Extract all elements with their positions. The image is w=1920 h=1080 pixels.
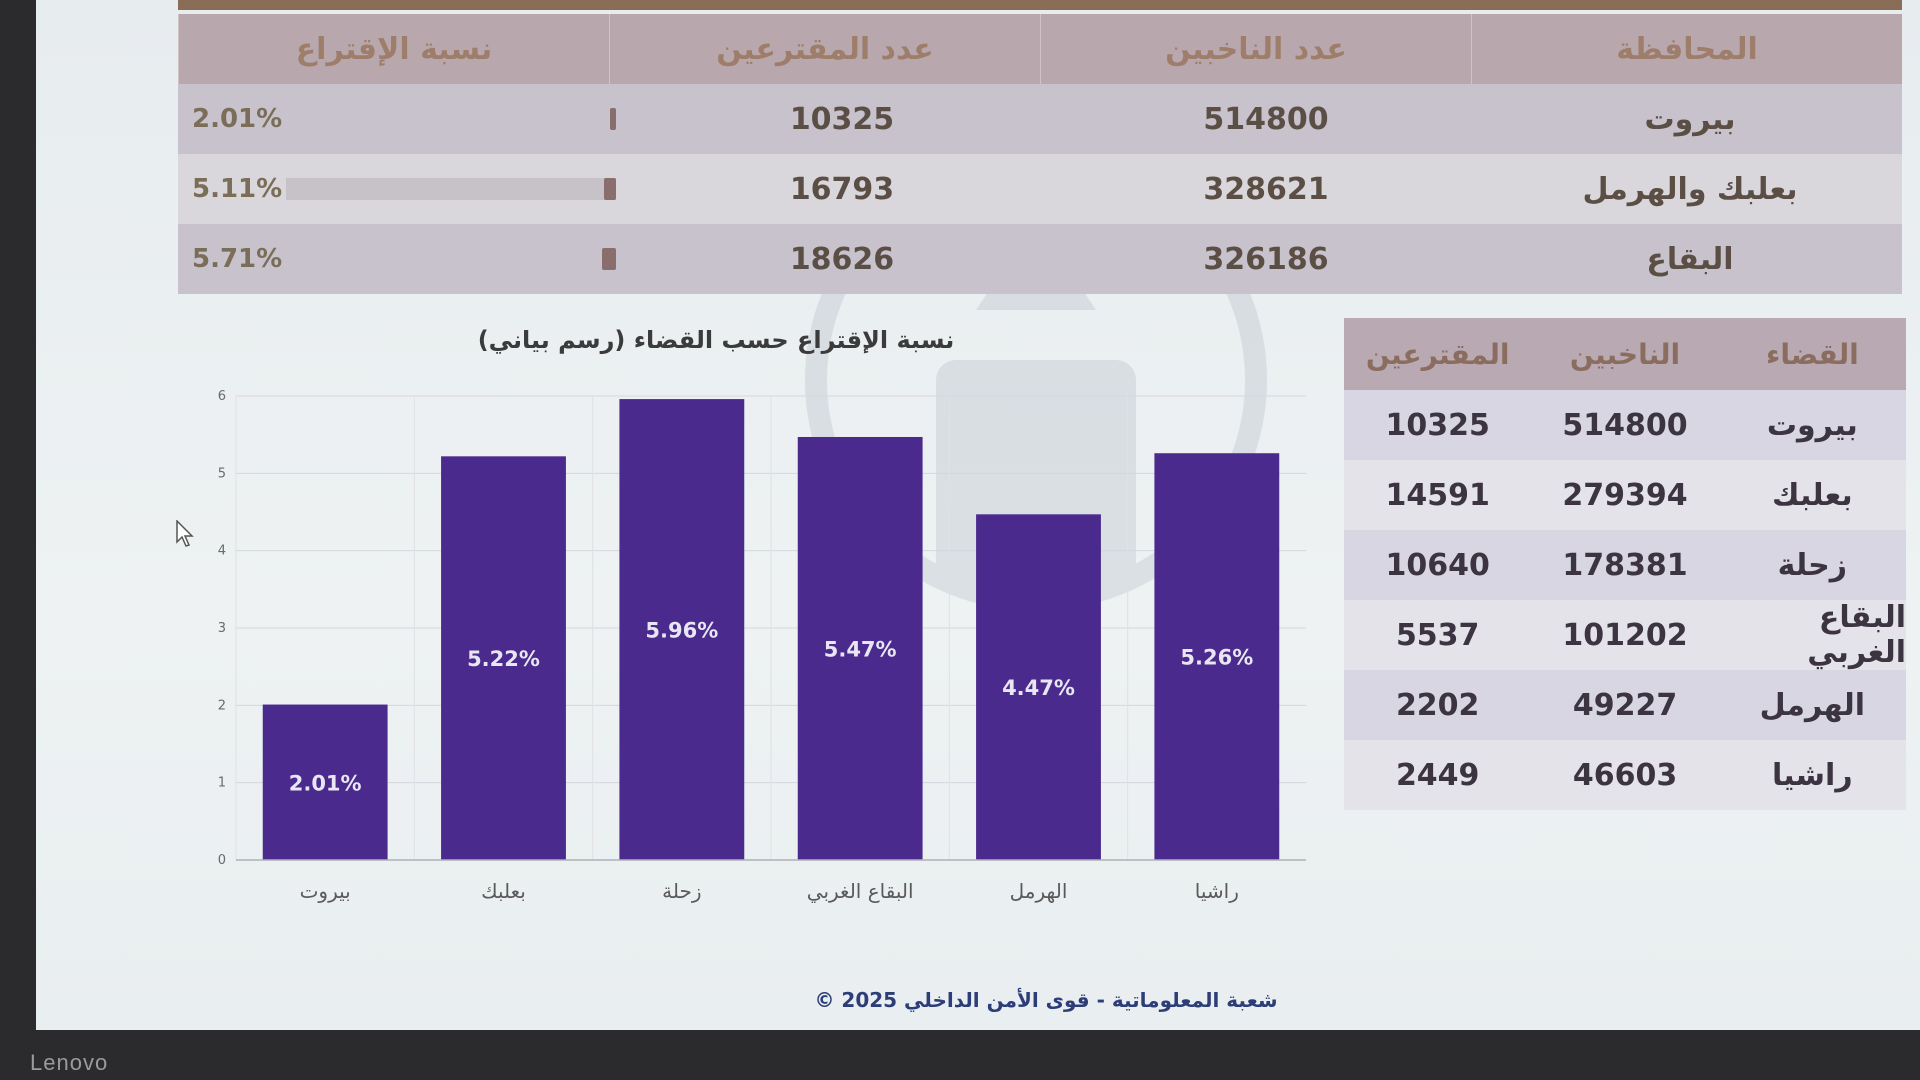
bar-data-label: 5.22% [467,647,540,671]
governorate-name: بعلبك والهرمل [1582,171,1798,207]
district-table-body: بيروت 514800 10325 بعلبك 279394 14591 زحلة 1783… [1344,390,1906,810]
chart-title: نسبة الإقتراع حسب القضاء (رسم بياني) [477,326,955,354]
table-row: البقاع الغربي 101202 5537 [1344,600,1906,670]
bar-data-label: 2.01% [289,771,362,795]
y-tick-label: 2 [218,698,226,713]
bar [441,456,566,860]
header-district-voters: الناخبين [1569,337,1681,371]
y-tick-label: 4 [218,544,226,559]
header-voters: عدد الناخبين [1040,14,1471,84]
table-row: البقاع 326186 18626 5.71% [178,224,1902,294]
top-strip [178,0,1902,10]
bar-data-label: 5.26% [1180,646,1253,670]
district-ballots: 5537 [1395,617,1480,653]
bar [976,514,1101,860]
district-name: البقاع الغربي [1807,600,1906,670]
ballots-count: 16793 [789,171,895,207]
turnout-percent: 2.01% [192,104,283,134]
turnout-percent: 5.71% [192,244,283,274]
bar [797,436,923,860]
bar [262,704,388,860]
table-row: بيروت 514800 10325 2.01% [178,84,1902,154]
table-row: بعلبك 279394 14591 [1344,460,1906,530]
screen: المحافظة عدد الناخبين عدد المقترعين نسبة… [36,0,1920,1030]
header-governorate: المحافظة [1471,14,1902,84]
district-voters: 514800 [1562,407,1688,443]
voters-count: 328621 [1203,171,1329,207]
voters-count: 326186 [1203,241,1329,277]
table-row: بيروت 514800 10325 [1344,390,1906,460]
district-table-header: القضاء الناخبين المقترعين [1344,318,1906,390]
x-tick-label: بعلبك [481,879,526,903]
district-voters: 101202 [1562,617,1688,653]
district-name: الهرمل [1759,687,1866,723]
x-tick-label: البقاع الغربي [807,879,914,904]
district-voters: 49227 [1572,687,1678,723]
district-ballots: 2202 [1395,687,1480,723]
turnout-bar [602,248,616,270]
district-name: بيروت [1766,407,1858,443]
x-tick-label: الهرمل [1010,879,1068,903]
governorate-table-header: المحافظة عدد الناخبين عدد المقترعين نسبة… [178,14,1902,84]
turnout-cell: 2.01% [178,84,630,154]
header-ballots: عدد المقترعين [609,14,1040,84]
ballots-count: 18626 [789,241,895,277]
district-ballots: 2449 [1395,757,1480,793]
voters-count: 514800 [1203,101,1329,137]
turnout-bar-track [286,248,616,270]
footer-copyright: © شعبة المعلوماتية - قوى الأمن الداخلي 2… [814,988,1278,1012]
table-row: زحلة 178381 10640 [1344,530,1906,600]
table-row: الهرمل 49227 2202 [1344,670,1906,740]
district-ballots: 10640 [1385,547,1490,583]
turnout-bar-track [286,108,616,130]
y-tick-label: 0 [218,853,226,868]
y-tick-label: 5 [218,466,226,481]
governorate-table-body: بيروت 514800 10325 2.01% بعلبك والهرمل 328621… [178,84,1902,294]
table-row: بعلبك والهرمل 328621 16793 5.11% [178,154,1902,224]
turnout-percent: 5.11% [192,174,283,204]
y-tick-label: 3 [218,621,226,636]
mouse-cursor-icon [176,520,194,547]
bar [619,399,745,860]
bar [1154,453,1280,860]
governorate-table: المحافظة عدد الناخبين عدد المقترعين نسبة… [178,14,1902,294]
x-tick-label: بيروت [300,879,351,903]
governorate-name: بيروت [1644,101,1736,137]
bar-data-label: 4.47% [1002,676,1075,700]
district-name: زحلة [1777,547,1848,583]
bar-data-label: 5.96% [645,619,718,643]
district-ballots: 14591 [1385,477,1490,513]
y-tick-label: 1 [218,776,226,791]
governorate-name: البقاع [1646,241,1734,277]
header-district-ballots: المقترعين [1365,337,1510,371]
district-table: القضاء الناخبين المقترعين بيروت 514800 103… [1344,318,1906,810]
turnout-cell: 5.71% [178,224,630,294]
turnout-bar-track [286,178,616,200]
y-tick-label: 6 [218,389,226,404]
x-tick-label: زحلة [662,879,701,903]
bar-data-label: 5.47% [824,637,897,661]
header-district: القضاء [1766,337,1859,371]
district-name: راشيا [1772,757,1853,793]
turnout-bar [603,178,616,200]
ballots-count: 10325 [789,101,895,137]
turnout-bar [610,108,616,130]
district-ballots: 10325 [1385,407,1490,443]
turnout-cell: 5.11% [178,154,630,224]
table-row: راشيا 46603 2449 [1344,740,1906,810]
turnout-bar-chart: 0 1 2 3 4 5 6 2.01% بيروت 5.22% بعلبك 5.96% زحلة 5.47… [218,389,1306,904]
lenovo-logo: Lenovo [30,1050,109,1075]
x-tick-label: راشيا [1195,879,1239,903]
district-name: بعلبك [1772,477,1853,513]
district-voters: 178381 [1562,547,1688,583]
header-turnout: نسبة الإقتراع [178,14,609,84]
district-voters: 279394 [1562,477,1688,513]
district-voters: 46603 [1572,757,1678,793]
